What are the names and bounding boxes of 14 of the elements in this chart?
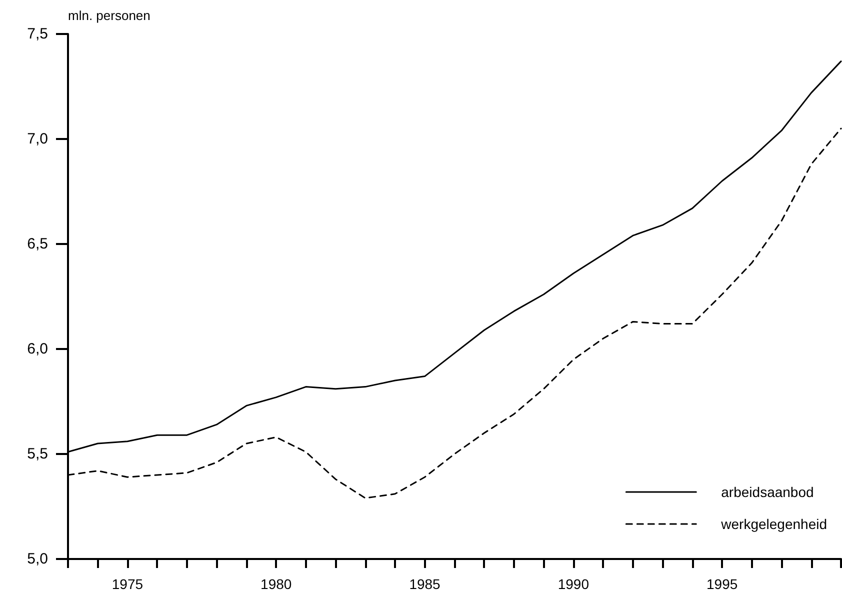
y-tick-label: 6,0 bbox=[27, 340, 48, 358]
y-axis-title: mln. personen bbox=[68, 8, 150, 23]
x-tick-label: 1990 bbox=[558, 576, 590, 592]
x-tick-label: 1995 bbox=[706, 576, 738, 592]
x-tick-label: 1985 bbox=[409, 576, 441, 592]
y-tick-label: 7,0 bbox=[27, 130, 48, 148]
x-tick-label: 1980 bbox=[260, 576, 292, 592]
y-tick-label: 5,0 bbox=[27, 550, 48, 568]
y-tick-label: 6,5 bbox=[27, 236, 48, 252]
legend-label: arbeidsaanbod bbox=[721, 484, 814, 500]
y-tick-label: 7,5 bbox=[27, 26, 48, 42]
legend-label: werkgelegenheid bbox=[720, 516, 828, 532]
x-tick-label: 1975 bbox=[112, 576, 144, 592]
y-tick-label: 5,5 bbox=[27, 446, 48, 462]
